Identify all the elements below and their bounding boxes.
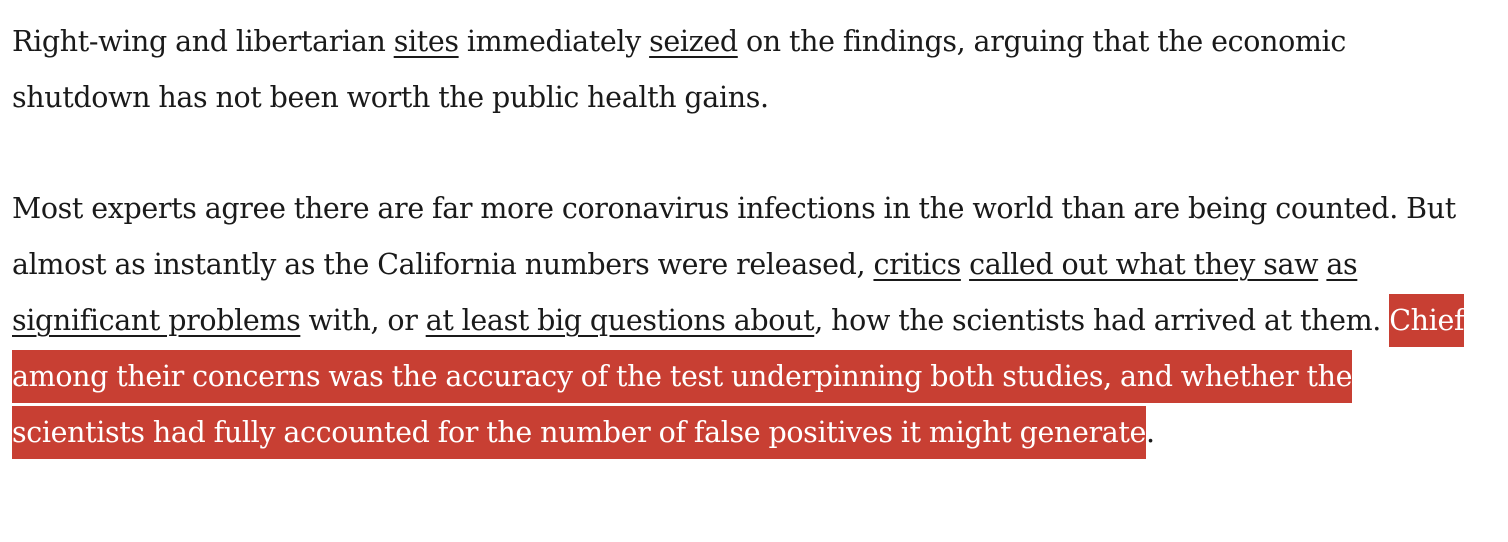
paragraph-reaction: Right-wing and libertarian sites immedia… — [12, 14, 1482, 126]
text-segment: Most experts agree there are far more co… — [12, 192, 1456, 281]
link-significant-problems[interactable]: as significant problems — [12, 248, 1358, 337]
text-segment — [961, 248, 969, 281]
link-sites[interactable]: sites — [393, 25, 459, 58]
article-body: Right-wing and libertarian sites immedia… — [12, 14, 1482, 461]
link-critics[interactable]: critics — [873, 248, 961, 281]
text-segment: , how the scientists had arrived at them… — [814, 304, 1390, 337]
text-segment: with, or — [300, 304, 426, 337]
text-segment: . — [1146, 416, 1155, 449]
text-segment: immediately — [458, 25, 650, 58]
link-called-out[interactable]: called out what they saw — [969, 248, 1319, 281]
text-segment: Right-wing and libertarian — [12, 25, 394, 58]
link-seized[interactable]: seized — [649, 25, 738, 58]
paragraph-critics: Most experts agree there are far more co… — [12, 181, 1482, 461]
link-big-questions[interactable]: at least big questions about — [425, 304, 815, 337]
text-segment: on the findings, arguing that the econom… — [12, 25, 1346, 114]
